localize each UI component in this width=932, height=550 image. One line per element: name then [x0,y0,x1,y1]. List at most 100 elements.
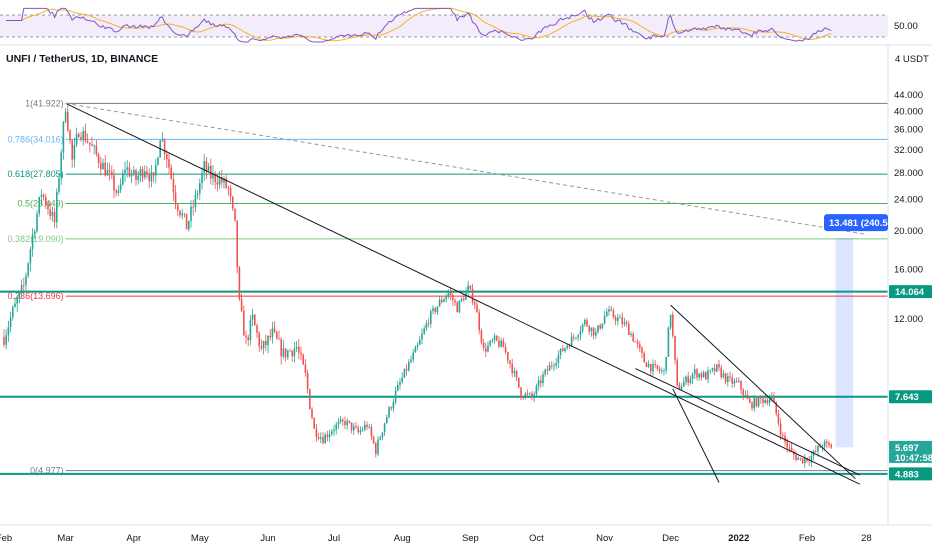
candle-body [502,340,505,348]
candle-body [630,333,632,335]
candle-body [53,211,56,223]
last-price-tag-label: 5.697 [895,443,919,454]
candle-body [408,362,410,371]
candle-body [267,335,269,346]
candle-body [513,370,516,374]
candle-body [478,312,480,331]
candle-body [568,345,571,347]
candle-body [487,345,489,352]
candle-body [577,335,579,338]
candle-body [89,142,91,145]
candle-body [113,175,115,191]
candle-body [196,193,199,195]
candle-body [696,369,698,378]
y-tick-label-1: 40.000 [894,106,923,117]
candle-body [394,390,397,402]
candle-body [771,395,773,400]
candle-body [262,341,265,349]
candle-body [258,332,260,347]
candle-body [375,443,377,455]
candle-body [265,341,267,346]
candle-body [676,359,678,386]
candle-body [599,325,601,329]
candle-body [243,310,245,336]
candle-body [463,298,465,300]
candle-body [390,407,392,409]
measurement-tag-label: 13.481 (240.53%) [829,218,905,229]
candle-body [31,234,34,250]
price-axis[interactable]: 44.000 40.000 36.000 32.000 28.000 24.000 20.0… [894,90,923,325]
candle-body [738,380,740,382]
trendline-dashed-resistance[interactable] [65,102,867,235]
candle-body [674,335,676,360]
candle-body [454,300,456,303]
trendline-main-downtrend[interactable] [65,102,861,485]
candle-body [795,454,797,460]
candle-body [586,319,588,327]
trendline-wedge-upper[interactable] [670,304,856,480]
candle-body [808,460,810,462]
candle-body [540,380,542,384]
candle-body [223,178,225,183]
candle-body [566,345,568,348]
candle-body [194,194,197,208]
candle-body [386,417,388,424]
candle-body [144,171,146,178]
candle-body [493,335,496,341]
candle-body [416,344,419,347]
candle-body [515,370,518,378]
fib-label-0: 1(41.922) [25,98,64,108]
candle-body [698,373,700,378]
candle-body [152,172,155,176]
candle-body [291,350,293,357]
candle-body [339,419,342,423]
y-tick-label-7: 16.000 [894,264,923,275]
time-axis[interactable]: Feb Mar Apr May Jun Jul Aug Sep Oct Nov Dec 2022 Feb… [0,533,872,544]
y-tick-label-3: 32.000 [894,145,923,156]
candle-body [346,420,348,426]
candle-body [601,323,604,329]
candle-body [740,380,742,390]
candle-body [711,368,714,371]
fib-label-4: 0.382(19.090) [8,234,64,244]
candle-body [331,431,333,435]
candle-body [746,394,749,399]
candle-body [328,434,331,438]
candle-body [3,337,5,345]
x-tick-label-7: Sep [462,533,479,544]
candle-body [815,450,817,452]
candle-body [251,314,254,320]
candle-body [383,423,386,433]
candle-body [570,336,573,347]
candle-body [82,130,84,140]
candle-body [458,300,461,313]
candle-body [155,164,157,176]
candle-body [573,336,575,338]
candle-body [498,340,500,347]
candle-body [436,306,439,313]
candle-body [425,323,428,329]
fib-label-3: 0.5(23.449) [18,198,64,208]
candle-body [709,370,711,371]
candle-body [628,323,630,335]
candle-body [130,174,133,177]
candle-body [553,365,555,367]
candle-body [729,376,731,378]
candle-body [126,167,128,170]
candle-body [467,285,469,292]
candle-body [575,337,577,339]
trendline-wedge-lower-a[interactable] [635,368,861,476]
candle-body [14,303,16,308]
candle-body [751,402,753,409]
candle-body [610,309,612,311]
candle-body [689,378,692,383]
candle-body [669,314,672,328]
candle-body [60,152,62,178]
candle-body [559,348,562,355]
last-price-tag-countdown: 10:47:58 [895,453,932,464]
candle-body [9,317,12,328]
candle-body [718,364,720,368]
trendline-wedge-lower-b[interactable] [672,388,720,483]
candle-body [447,292,450,297]
